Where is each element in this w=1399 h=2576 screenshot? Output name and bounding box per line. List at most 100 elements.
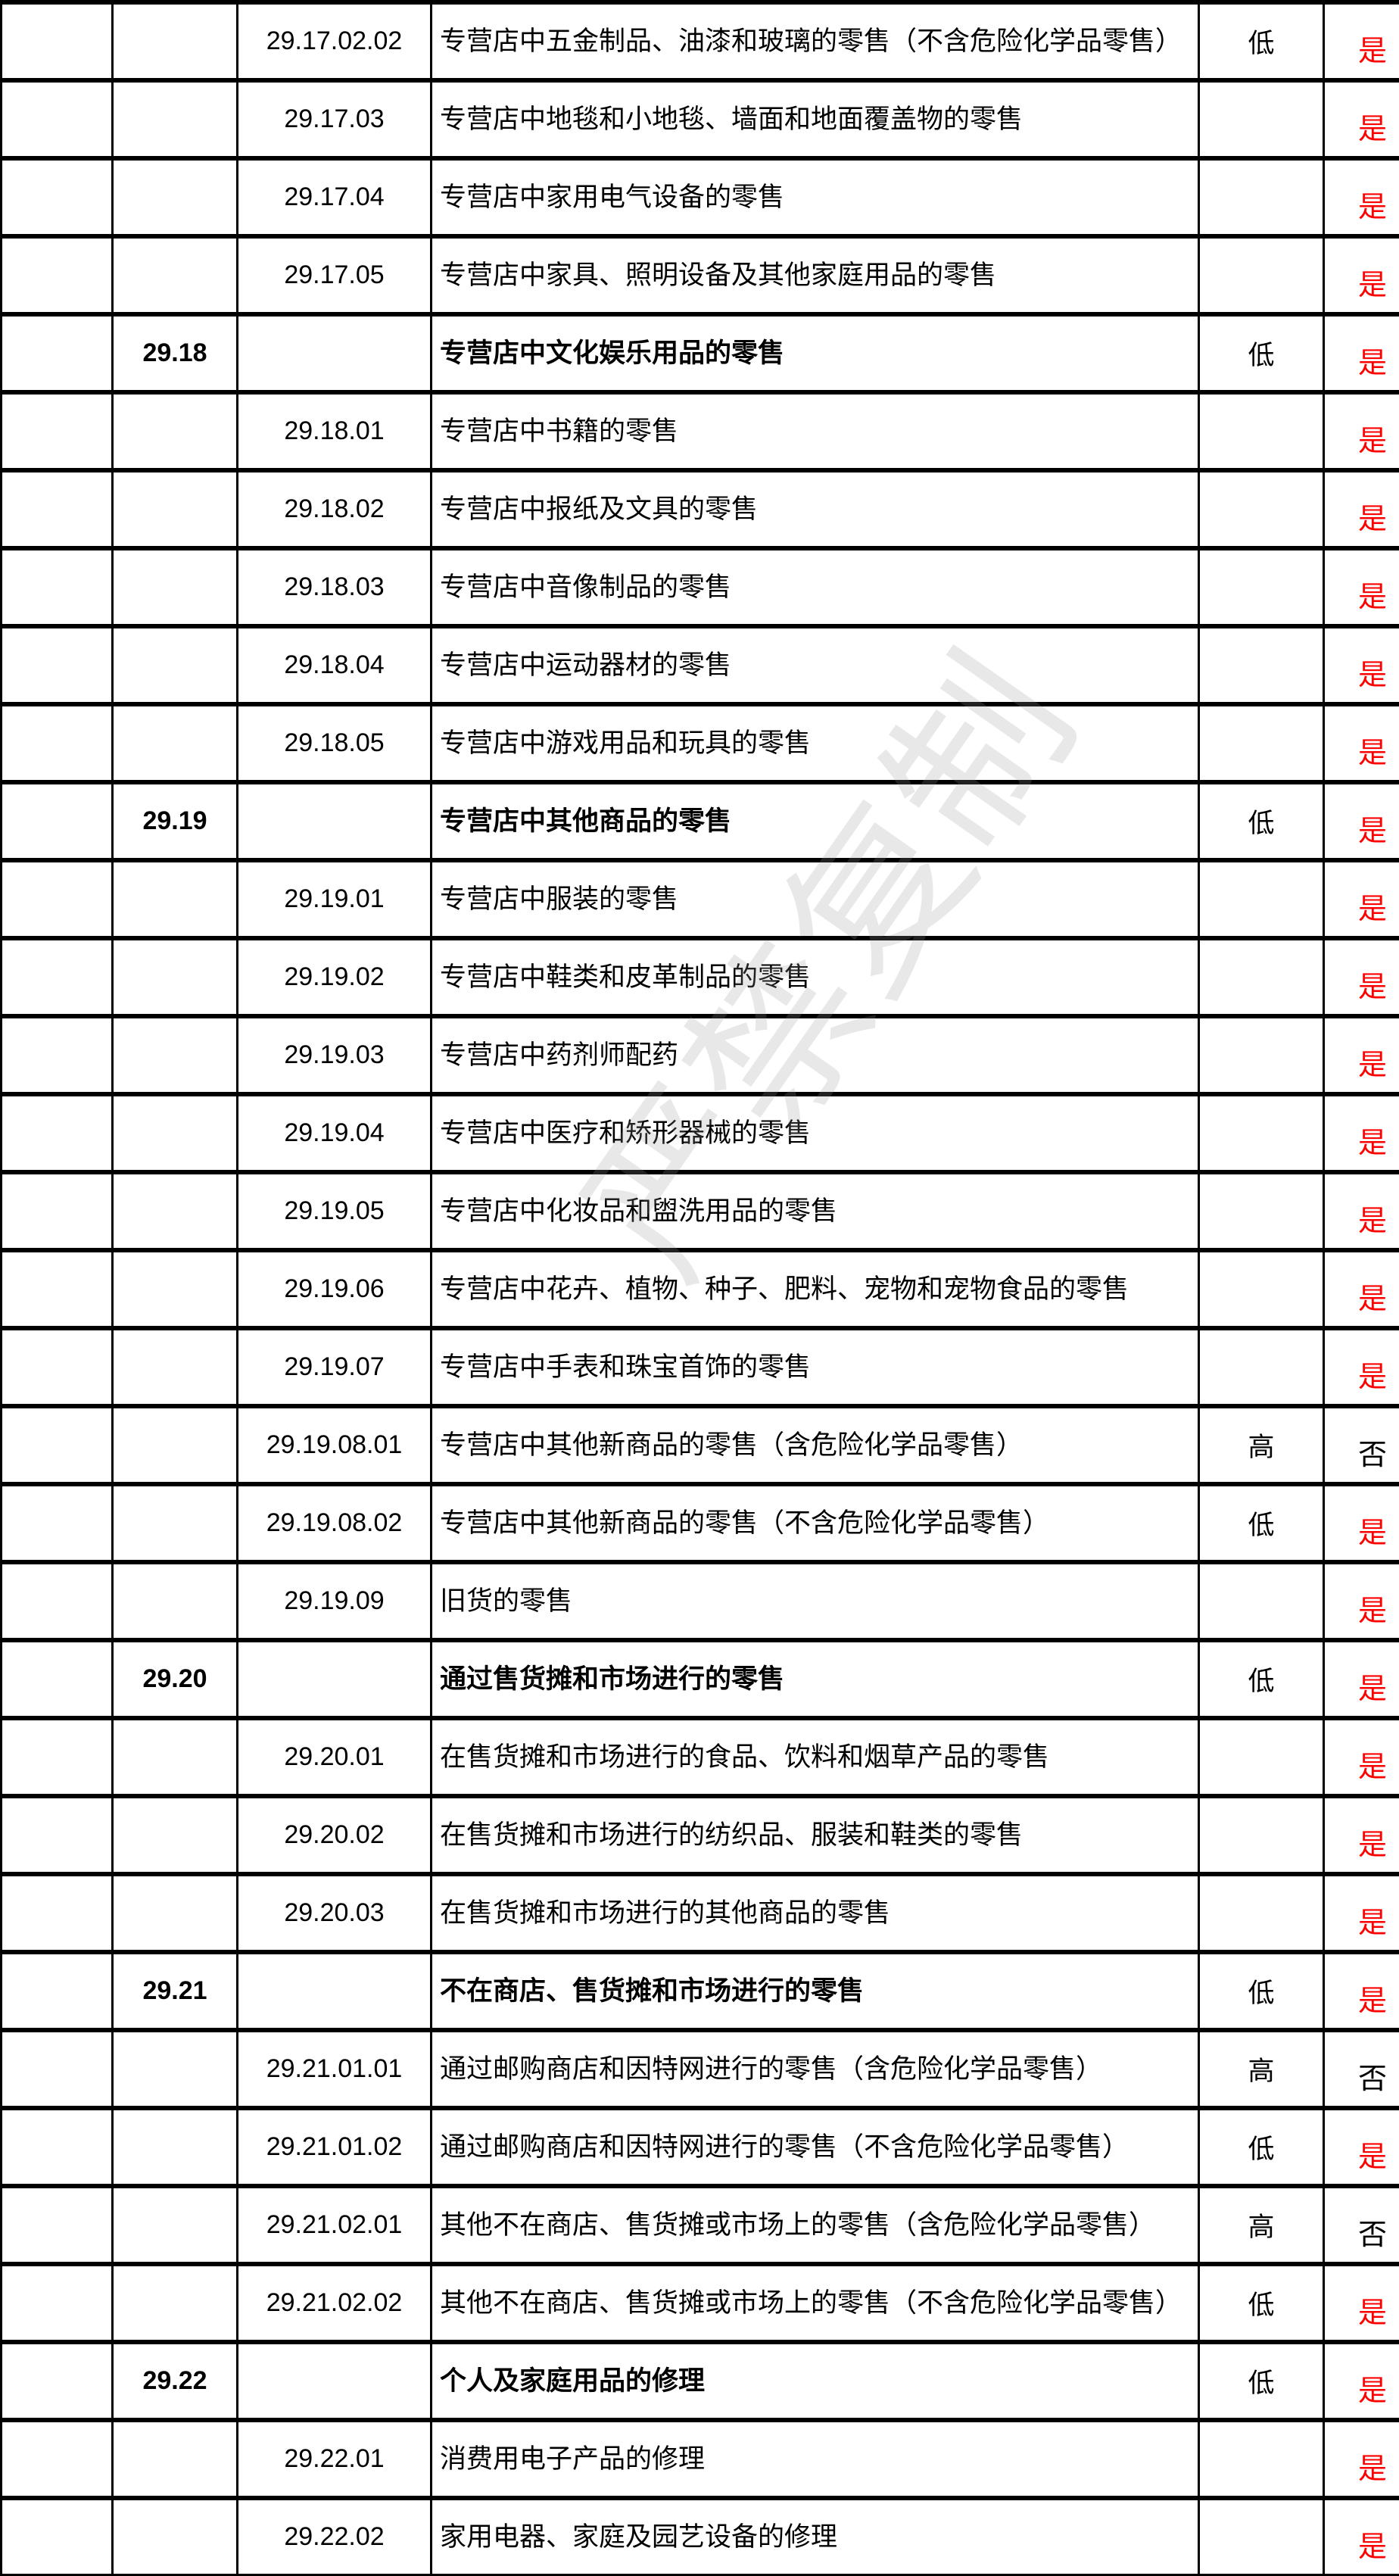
description-cell: 其他不在商店、售货摊或市场上的零售（不含危险化学品零售）	[432, 2264, 1199, 2342]
group-code-cell	[113, 1484, 238, 1562]
description-cell: 其他不在商店、售货摊或市场上的零售（含危险化学品零售）	[432, 2186, 1199, 2264]
blank-cell	[2, 392, 113, 470]
group-code-cell: 29.22	[113, 2342, 238, 2420]
group-code-cell	[113, 1562, 238, 1640]
flag-cell: 是	[1324, 1640, 1399, 1718]
flag-cell: 是	[1324, 158, 1399, 236]
item-code-cell: 29.22.01	[238, 2420, 432, 2498]
flag-cell: 是	[1324, 782, 1399, 860]
flag-cell: 是	[1324, 2498, 1399, 2575]
description-cell: 专营店中服装的零售	[432, 860, 1199, 938]
flag-cell: 是	[1324, 236, 1399, 314]
blank-cell	[2, 2420, 113, 2498]
group-code-cell	[113, 470, 238, 548]
item-code-cell: 29.20.01	[238, 1718, 432, 1796]
description-cell: 专营店中五金制品、油漆和玻璃的零售（不含危险化学品零售）	[432, 2, 1199, 80]
group-code-cell	[113, 2420, 238, 2498]
flag-cell: 是	[1324, 314, 1399, 392]
blank-cell	[2, 2108, 113, 2186]
group-code-cell	[113, 2030, 238, 2108]
flag-cell: 是	[1324, 2108, 1399, 2186]
risk-level-cell	[1199, 1562, 1324, 1640]
description-cell: 专营店中手表和珠宝首饰的零售	[432, 1328, 1199, 1406]
item-code-cell: 29.19.08.02	[238, 1484, 432, 1562]
risk-level-cell	[1199, 2420, 1324, 2498]
group-code-cell: 29.18	[113, 314, 238, 392]
flag-cell: 是	[1324, 1328, 1399, 1406]
blank-cell	[2, 2342, 113, 2420]
flag-cell: 是	[1324, 704, 1399, 782]
item-code-cell: 29.22.02	[238, 2498, 432, 2575]
flag-cell: 是	[1324, 392, 1399, 470]
item-code-cell: 29.17.04	[238, 158, 432, 236]
blank-cell	[2, 1484, 113, 1562]
flag-cell: 否	[1324, 2030, 1399, 2108]
flag-cell: 是	[1324, 1952, 1399, 2030]
blank-cell	[2, 2, 113, 80]
item-code-cell	[238, 2342, 432, 2420]
group-code-cell	[113, 158, 238, 236]
flag-cell: 否	[1324, 1406, 1399, 1484]
group-code-cell	[113, 1406, 238, 1484]
blank-cell	[2, 1718, 113, 1796]
item-code-cell: 29.19.05	[238, 1172, 432, 1250]
blank-cell	[2, 1796, 113, 1874]
item-code-cell: 29.18.03	[238, 548, 432, 626]
description-cell: 专营店中书籍的零售	[432, 392, 1199, 470]
flag-cell: 是	[1324, 2264, 1399, 2342]
blank-cell	[2, 1952, 113, 2030]
item-code-cell	[238, 1952, 432, 2030]
blank-cell	[2, 236, 113, 314]
risk-level-cell: 低	[1199, 1640, 1324, 1718]
flag-cell: 否	[1324, 2186, 1399, 2264]
blank-cell	[2, 1016, 113, 1094]
description-cell: 专营店中地毯和小地毯、墙面和地面覆盖物的零售	[432, 80, 1199, 158]
blank-cell	[2, 860, 113, 938]
risk-level-cell: 低	[1199, 2, 1324, 80]
flag-cell: 是	[1324, 1874, 1399, 1952]
flag-cell: 是	[1324, 548, 1399, 626]
blank-cell	[2, 704, 113, 782]
flag-cell: 是	[1324, 1718, 1399, 1796]
description-cell: 旧货的零售	[432, 1562, 1199, 1640]
risk-level-cell	[1199, 470, 1324, 548]
description-cell: 专营店中药剂师配药	[432, 1016, 1199, 1094]
item-code-cell: 29.19.04	[238, 1094, 432, 1172]
risk-level-cell: 低	[1199, 1484, 1324, 1562]
group-code-cell	[113, 2, 238, 80]
blank-cell	[2, 470, 113, 548]
flag-cell: 是	[1324, 626, 1399, 704]
flag-cell: 是	[1324, 2, 1399, 80]
group-code-cell	[113, 1172, 238, 1250]
risk-level-cell	[1199, 1796, 1324, 1874]
flag-cell: 是	[1324, 1094, 1399, 1172]
risk-level-cell	[1199, 1094, 1324, 1172]
group-code-cell	[113, 80, 238, 158]
description-cell: 通过邮购商店和因特网进行的零售（不含危险化学品零售）	[432, 2108, 1199, 2186]
description-cell: 专营店中其他新商品的零售（含危险化学品零售）	[432, 1406, 1199, 1484]
risk-level-cell: 高	[1199, 2186, 1324, 2264]
group-code-cell	[113, 1250, 238, 1328]
group-code-cell	[113, 938, 238, 1016]
description-cell: 家用电器、家庭及园艺设备的修理	[432, 2498, 1199, 2575]
item-code-cell: 29.18.01	[238, 392, 432, 470]
description-cell: 专营店中花卉、植物、种子、肥料、宠物和宠物食品的零售	[432, 1250, 1199, 1328]
description-cell: 专营店中报纸及文具的零售	[432, 470, 1199, 548]
flag-cell: 是	[1324, 2342, 1399, 2420]
item-code-cell: 29.19.08.01	[238, 1406, 432, 1484]
description-cell: 个人及家庭用品的修理	[432, 2342, 1199, 2420]
risk-level-cell	[1199, 860, 1324, 938]
description-cell: 专营店中文化娱乐用品的零售	[432, 314, 1199, 392]
